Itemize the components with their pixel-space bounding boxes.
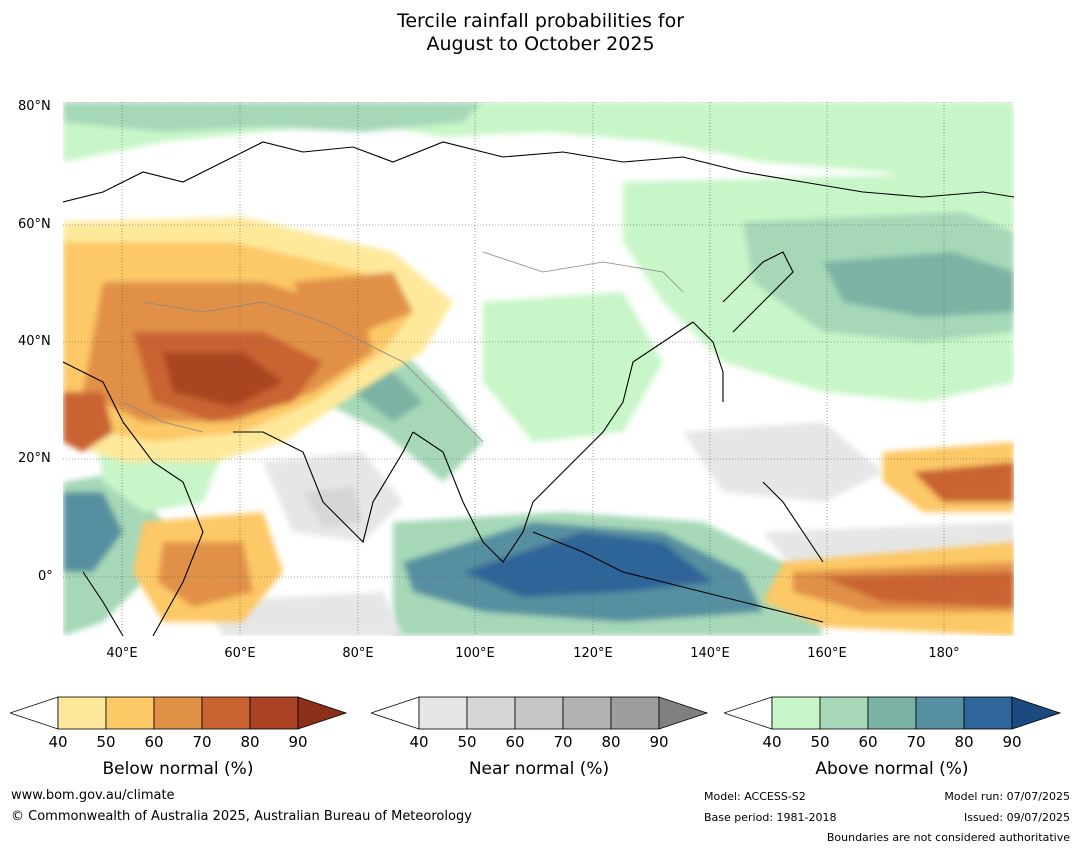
near-cbar-seg-2: [466, 696, 516, 730]
above-cbar-low-extend: [724, 696, 773, 730]
near-tick-70: 70: [553, 733, 573, 751]
lat-label-0: 0°: [38, 569, 53, 584]
title-line-2: August to October 2025: [426, 33, 655, 55]
model-run-text: Model run: 07/07/2025: [944, 790, 1070, 803]
above-tick-40: 40: [762, 733, 782, 751]
base-period-text: Base period: 1981-2018: [704, 811, 837, 824]
lon-label-100e: 100°E: [455, 646, 495, 661]
below-cbar-high-extend: [297, 696, 348, 730]
lon-label-140e: 140°E: [690, 646, 730, 661]
near-cbar-seg-3: [514, 696, 564, 730]
issued-text: Issued: 09/07/2025: [963, 811, 1070, 824]
below-cbar-seg-5: [249, 696, 299, 730]
above-cbar-seg-3: [867, 696, 917, 730]
below-tick-40: 40: [48, 733, 68, 751]
coastlines: [63, 141, 1014, 636]
map-canvas: [63, 102, 1014, 636]
near-tick-50: 50: [457, 733, 477, 751]
above-tick-70: 70: [906, 733, 926, 751]
below-tick-90: 90: [288, 733, 308, 751]
lat-label-40n: 40°N: [18, 334, 51, 349]
near-cbar-seg-5: [610, 696, 660, 730]
below-cbar-low-extend: [10, 696, 59, 730]
near-cbar-seg-1: [418, 696, 468, 730]
copyright-text: © Commonwealth of Australia 2025, Austra…: [11, 809, 472, 824]
model-text: Model: ACCESS-S2: [704, 790, 806, 803]
lon-label-80e: 80°E: [342, 646, 374, 661]
lon-label-120e: 120°E: [573, 646, 613, 661]
below-tick-50: 50: [96, 733, 116, 751]
below-cbar-seg-2: [105, 696, 155, 730]
lon-label-160e: 160°E: [807, 646, 847, 661]
title-line-1: Tercile rainfall probabilities for: [396, 10, 685, 32]
lon-label-40e: 40°E: [106, 646, 138, 661]
above-cbar-high-extend: [1011, 696, 1062, 730]
above-cbar-seg-4: [915, 696, 965, 730]
lat-label-20n: 20°N: [18, 451, 51, 466]
map-title: Tercile rainfall probabilities for Augus…: [0, 10, 1081, 56]
website-link[interactable]: www.bom.gov.au/climate: [11, 788, 175, 803]
lat-label-80n: 80°N: [18, 99, 51, 114]
above-cbar-seg-1: [771, 696, 821, 730]
near-tick-60: 60: [505, 733, 525, 751]
rainfall-probability-map: [63, 102, 1014, 636]
near-cbar-title: Near normal (%): [468, 759, 610, 779]
above-cbar-title: Above normal (%): [815, 759, 969, 779]
boundaries-note: Boundaries are not considered authoritat…: [826, 831, 1070, 844]
gridlines: [63, 102, 1014, 636]
below-cbar-seg-3: [153, 696, 203, 730]
below-cbar-seg-1: [57, 696, 107, 730]
near-tick-90: 90: [649, 733, 669, 751]
lon-label-60e: 60°E: [224, 646, 256, 661]
above-tick-90: 90: [1002, 733, 1022, 751]
colorbar-near-normal: [371, 696, 709, 730]
below-cbar-title: Below normal (%): [102, 759, 254, 779]
above-cbar-seg-5: [963, 696, 1013, 730]
below-tick-60: 60: [144, 733, 164, 751]
above-tick-50: 50: [810, 733, 830, 751]
country-borders: [122, 251, 684, 443]
near-tick-80: 80: [601, 733, 621, 751]
below-cbar-seg-4: [201, 696, 251, 730]
near-cbar-seg-4: [562, 696, 612, 730]
above-cbar-seg-2: [819, 696, 869, 730]
below-tick-70: 70: [192, 733, 212, 751]
near-cbar-high-extend: [658, 696, 709, 730]
below-tick-80: 80: [240, 733, 260, 751]
colorbar-above-normal: [724, 696, 1062, 730]
lon-label-180: 180°: [928, 646, 960, 661]
colorbar-below-normal: [10, 696, 348, 730]
above-tick-80: 80: [954, 733, 974, 751]
near-tick-40: 40: [409, 733, 429, 751]
near-cbar-low-extend: [371, 696, 420, 730]
lat-label-60n: 60°N: [18, 217, 51, 232]
above-tick-60: 60: [858, 733, 878, 751]
below-normal-field: [63, 217, 1014, 636]
